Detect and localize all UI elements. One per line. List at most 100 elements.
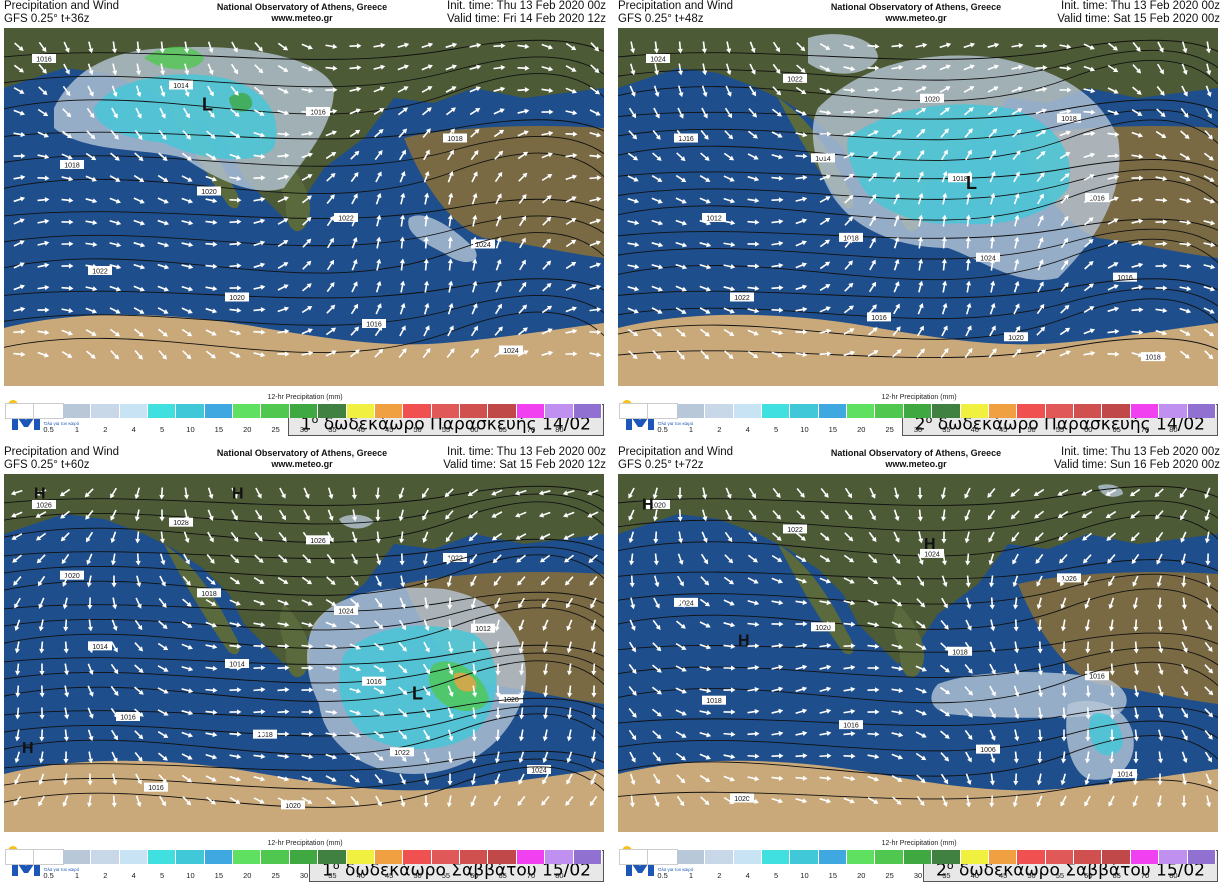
wind-arrow <box>493 129 505 138</box>
wind-arrow <box>941 302 948 315</box>
wind-arrow <box>1180 130 1190 140</box>
wind-arrow <box>349 731 361 738</box>
precip-legend-ticks: 0.5 1 2 4 5 10 15 20 25 30 35 40 45 50 55 60 65 70 80 <box>6 425 602 437</box>
wind-arrow <box>747 329 759 336</box>
wind-arrow <box>517 130 529 137</box>
wind-arrow <box>277 153 290 159</box>
wind-arrow <box>325 130 337 137</box>
wind-arrow <box>60 532 70 542</box>
land-north-africa <box>4 314 604 386</box>
wind-arrow <box>1205 553 1211 566</box>
wind-arrow <box>795 599 808 606</box>
wind-arrow <box>589 575 598 586</box>
wind-arrow <box>1107 131 1120 137</box>
wind-arrow <box>844 194 854 204</box>
wind-arrow <box>844 532 854 542</box>
isobar-label-bg <box>730 292 754 302</box>
wind-arrow <box>771 108 782 117</box>
wind-arrow <box>868 327 878 336</box>
wind-arrow <box>699 753 711 760</box>
wind-arrow <box>373 709 385 716</box>
legend-swatch <box>1159 850 1188 864</box>
isobar-line <box>4 607 604 649</box>
wind-arrow <box>1109 685 1115 698</box>
wind-arrow <box>891 666 904 672</box>
wind-arrow <box>133 219 146 226</box>
legend-tick-label: 4 <box>745 871 750 880</box>
wind-arrow <box>1132 575 1139 587</box>
wind-arrow <box>629 795 635 808</box>
wind-arrow <box>229 709 242 715</box>
wind-arrow <box>964 664 973 674</box>
wind-arrow <box>747 308 760 314</box>
wind-arrow <box>398 730 408 740</box>
wind-arrow <box>301 796 313 804</box>
wind-arrow <box>301 687 314 693</box>
wind-arrow <box>1037 237 1044 249</box>
wind-arrow <box>157 174 169 182</box>
wind-arrow <box>61 329 74 336</box>
wind-arrow <box>205 219 218 225</box>
wind-arrow <box>1157 773 1163 786</box>
wind-arrow <box>562 489 575 496</box>
legend-swatch <box>676 404 706 418</box>
wind-arrow <box>207 41 214 54</box>
wind-arrow <box>987 42 1000 48</box>
wind-arrow <box>205 753 218 760</box>
wind-arrow <box>85 175 97 182</box>
wind-arrow <box>64 707 70 720</box>
wind-arrow <box>1156 85 1165 96</box>
wind-arrow <box>375 487 381 500</box>
wind-arrow <box>941 236 947 249</box>
wind-arrow <box>771 797 784 804</box>
wind-arrow <box>13 306 26 312</box>
wind-arrow <box>159 531 165 544</box>
wind-arrow <box>1179 175 1191 182</box>
wind-arrow <box>867 576 879 585</box>
wind-arrow <box>565 328 578 334</box>
legend-tick-label: 50 <box>413 871 422 880</box>
legend-tick-label: 4 <box>745 425 750 434</box>
wind-arrow <box>253 262 266 269</box>
wind-arrow <box>1058 532 1068 541</box>
wind-arrow <box>591 685 597 698</box>
institute-name: National Observatory of Athens, Greece <box>830 2 1002 12</box>
wind-arrow <box>182 576 191 586</box>
legend-tick-label: 55 <box>441 425 451 434</box>
wind-arrow <box>941 149 948 161</box>
wind-arrow <box>541 109 554 115</box>
wind-arrow <box>278 554 288 563</box>
wind-arrow <box>495 236 502 249</box>
wind-arrow <box>676 152 686 162</box>
wind-arrow <box>915 687 927 694</box>
legend-tick-label: 65 <box>498 871 507 880</box>
wind-arrow <box>589 307 602 313</box>
wind-arrow <box>1131 284 1144 290</box>
wind-arrow <box>206 107 215 118</box>
wind-arrow <box>1085 663 1091 676</box>
wind-arrow <box>565 218 577 226</box>
wind-arrow <box>819 65 831 72</box>
wind-arrow <box>565 87 577 94</box>
wind-arrow <box>843 600 856 606</box>
wind-arrow <box>1203 152 1214 161</box>
wind-arrow <box>867 130 879 137</box>
wind-arrow <box>795 262 807 269</box>
wind-arrow <box>254 64 264 74</box>
wind-arrow <box>844 216 854 226</box>
wind-arrow <box>181 175 193 182</box>
wind-arrow <box>651 686 662 695</box>
isobar-label-bg <box>334 606 358 615</box>
wind-arrow <box>1132 41 1141 52</box>
wind-arrow <box>867 622 880 628</box>
wind-arrow <box>445 531 454 543</box>
wind-arrow <box>819 730 832 737</box>
wind-arrow <box>421 487 430 499</box>
legend-swatch <box>960 850 989 864</box>
legend-swatch <box>903 404 933 418</box>
wind-arrow <box>1013 707 1020 720</box>
wind-arrow <box>565 131 578 137</box>
wind-arrow <box>38 619 44 632</box>
wind-arrow <box>62 575 69 587</box>
legend-swatch <box>573 404 602 418</box>
